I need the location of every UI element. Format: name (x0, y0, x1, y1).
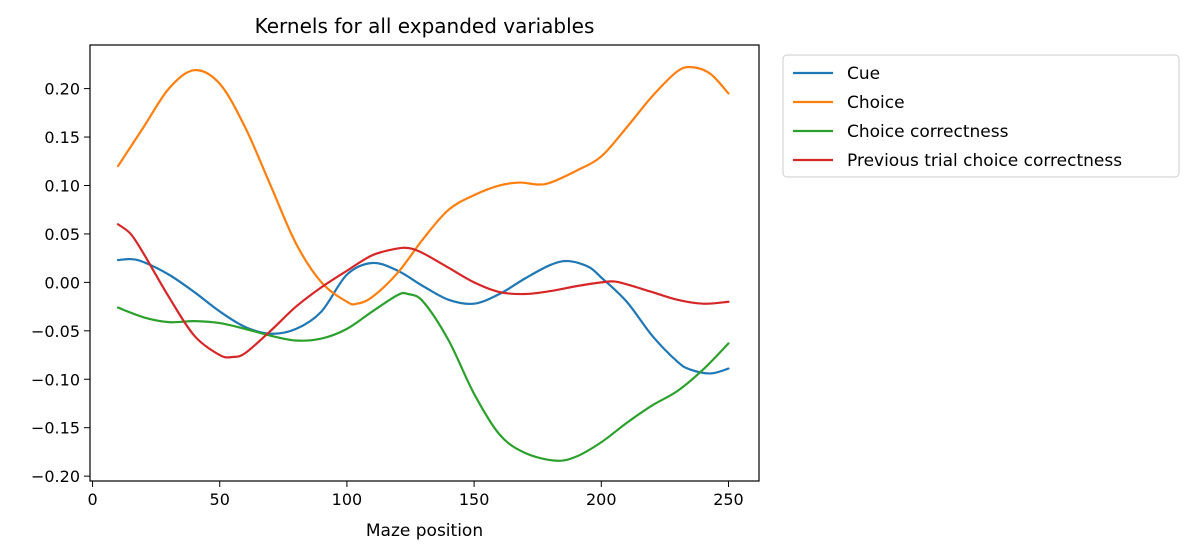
y-tick-label: −0.15 (31, 419, 80, 438)
x-tick-label: 200 (586, 490, 617, 509)
legend-label-1: Choice (847, 93, 905, 113)
y-tick-label: −0.20 (31, 467, 80, 486)
y-axis: −0.20 −0.15 −0.10 −0.05 0.00 0.05 0.10 0.15 0.20 (31, 80, 90, 486)
x-axis: 0 50 100 150 200 250 (87, 481, 744, 509)
legend-box (782, 54, 1180, 178)
y-tick-label: −0.10 (31, 370, 80, 389)
legend-label-2: Choice correctness (847, 122, 1009, 142)
legend-label-0: Cue (847, 64, 880, 84)
y-tick-label: −0.05 (31, 322, 80, 341)
x-tick-label: 150 (459, 490, 490, 509)
y-tick-label: 0.20 (44, 80, 80, 99)
series-line-2 (116, 291, 730, 462)
y-tick-label: 0.10 (44, 176, 80, 195)
y-tick-label: 0.00 (44, 273, 80, 292)
y-tick-label: 0.15 (44, 128, 80, 147)
legend-label-3: Previous trial choice correctness (847, 151, 1122, 171)
series-layer (116, 65, 730, 462)
series-line-0 (116, 257, 730, 375)
x-tick-label: 0 (87, 490, 97, 509)
chart-title: Kernels for all expanded variables (255, 14, 595, 38)
plot-area (89, 44, 760, 482)
x-tick-label: 100 (332, 490, 363, 509)
series-line-3 (116, 223, 730, 359)
x-tick-label: 250 (713, 490, 744, 509)
x-tick-label: 50 (210, 490, 230, 509)
y-tick-label: 0.05 (44, 225, 80, 244)
series-line-1 (116, 65, 730, 306)
legend: Cue Choice Choice correctness Previous tria… (782, 54, 1180, 178)
x-axis-title: Maze position (366, 521, 483, 541)
